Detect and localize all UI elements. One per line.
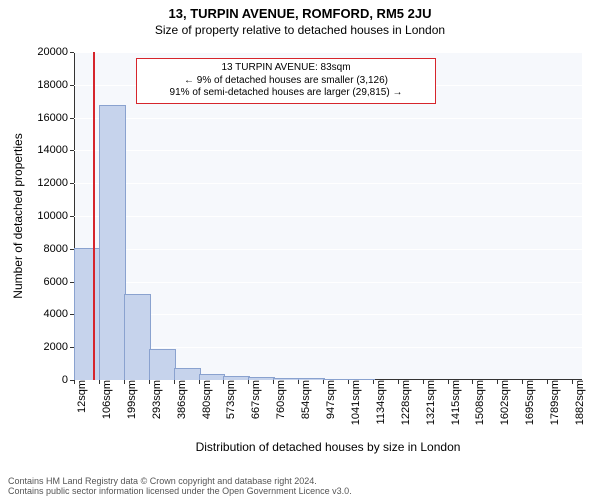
x-tick-label: 1321sqm [423,380,437,425]
gridline [74,118,582,119]
x-tick-mark [448,380,449,384]
x-tick-mark [124,380,125,384]
x-tick-label: 1602sqm [497,380,511,425]
y-tick-mark [70,183,74,184]
x-tick-label: 480sqm [199,380,213,419]
x-tick-mark [348,380,349,384]
x-tick-label: 1415sqm [448,380,462,425]
y-tick-mark [70,216,74,217]
y-axis-title: Number of detached properties [11,133,25,298]
x-tick-mark [423,380,424,384]
annotation-line3: 91% of semi-detached houses are larger (… [143,87,429,100]
x-tick-label: 1508sqm [472,380,486,425]
figure: 13, TURPIN AVENUE, ROMFORD, RM5 2JU Size… [0,0,600,500]
x-tick-mark [522,380,523,384]
y-tick-label: 10000 [37,210,74,222]
x-tick-mark [497,380,498,384]
x-tick-mark [373,380,374,384]
y-tick-label: 18000 [37,79,74,91]
gridline [74,150,582,151]
y-tick-mark [70,52,74,53]
title-line2: Size of property relative to detached ho… [0,21,600,37]
x-tick-mark [149,380,150,384]
x-axis-title: Distribution of detached houses by size … [196,440,461,454]
y-tick-label: 20000 [37,46,74,58]
x-tick-label: 1041sqm [348,380,362,425]
histogram-bar [149,349,176,380]
x-tick-mark [323,380,324,384]
gridline [74,249,582,250]
x-tick-mark [572,380,573,384]
x-tick-label: 1882sqm [572,380,586,425]
x-tick-label: 293sqm [149,380,163,419]
x-tick-label: 947sqm [323,380,337,419]
histogram-bar [124,294,151,380]
x-tick-mark [99,380,100,384]
x-tick-label: 1134sqm [373,380,387,424]
x-tick-mark [472,380,473,384]
footer: Contains HM Land Registry data © Crown c… [8,476,352,496]
x-tick-label: 667sqm [248,380,262,419]
annotation-box: 13 TURPIN AVENUE: 83sqm ← 9% of detached… [136,58,436,104]
gridline [74,282,582,283]
histogram-bar [74,248,101,380]
x-tick-label: 760sqm [273,380,287,419]
y-tick-label: 12000 [37,177,74,189]
footer-line2: Contains public sector information licen… [8,486,352,496]
y-tick-mark [70,118,74,119]
reference-line [93,52,95,380]
y-tick-mark [70,150,74,151]
x-tick-mark [398,380,399,384]
x-tick-label: 573sqm [223,380,237,419]
x-tick-mark [298,380,299,384]
y-tick-mark [70,85,74,86]
histogram-bar [99,105,126,380]
x-tick-mark [248,380,249,384]
x-tick-label: 386sqm [174,380,188,419]
annotation-line1: 13 TURPIN AVENUE: 83sqm [143,62,429,75]
x-tick-mark [74,380,75,384]
y-tick-label: 14000 [37,144,74,156]
x-tick-mark [199,380,200,384]
x-tick-label: 854sqm [298,380,312,419]
gridline [74,183,582,184]
x-tick-label: 1228sqm [398,380,412,425]
x-tick-label: 199sqm [124,380,138,419]
footer-line1: Contains HM Land Registry data © Crown c… [8,476,352,486]
x-tick-mark [273,380,274,384]
x-tick-mark [174,380,175,384]
histogram-bar [174,368,201,380]
gridline [74,216,582,217]
x-tick-label: 1695sqm [522,380,536,425]
x-tick-label: 1789sqm [547,380,561,425]
title-line1: 13, TURPIN AVENUE, ROMFORD, RM5 2JU [0,0,600,21]
x-tick-mark [547,380,548,384]
x-tick-label: 12sqm [74,380,88,413]
y-tick-label: 16000 [37,112,74,124]
gridline [74,52,582,53]
annotation-line2: ← 9% of detached houses are smaller (3,1… [143,75,429,88]
x-tick-mark [223,380,224,384]
x-tick-label: 106sqm [99,380,113,419]
